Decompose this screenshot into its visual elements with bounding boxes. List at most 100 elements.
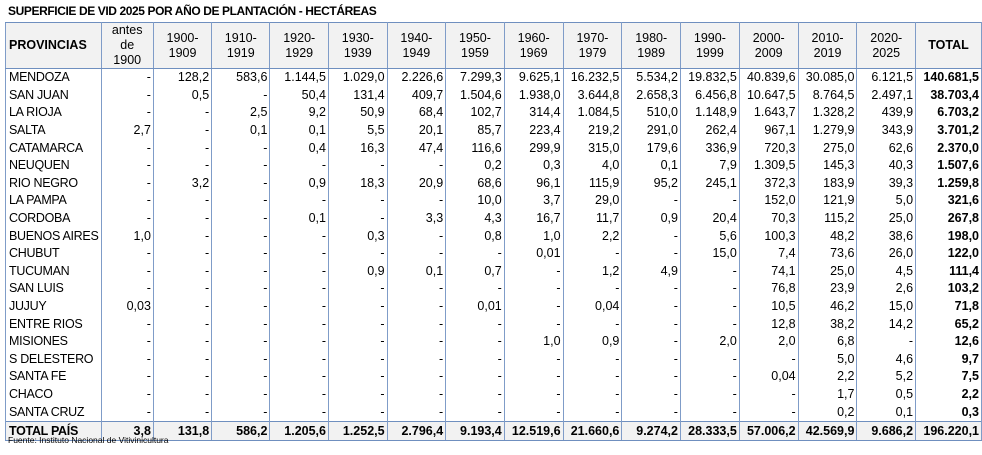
table-cell: - [503, 350, 564, 369]
table-cell: - [100, 332, 154, 351]
table-cell: 1.938,0 [503, 86, 564, 105]
total-cell: 9.274,2 [621, 420, 681, 441]
table-row: MENDOZA -128,2 583,6 1.144,5 1.029,0 2.226,6 7… [5, 68, 982, 87]
province-name: MENDOZA [5, 68, 102, 87]
table-cell: - [562, 350, 623, 369]
province-name: TUCUMAN [5, 262, 102, 281]
table-cell: - [211, 156, 271, 175]
table-cell: 3,3 [386, 209, 447, 228]
province-name: CHACO [5, 385, 102, 404]
table-cell: - [621, 368, 681, 386]
table-cell: - [100, 156, 154, 175]
column-header-provincias: PROVINCIAS [5, 22, 102, 69]
table-cell: 46,2 [797, 297, 858, 316]
table-row: BUENOS AIRES 1,0- - -0,3-0,8 1,0 2,2-5,6 100,3… [5, 227, 982, 245]
table-cell: - [211, 209, 271, 228]
total-cell: 9.193,4 [445, 420, 505, 441]
province-name: BUENOS AIRES [5, 227, 102, 245]
table-cell: 245,1 [679, 174, 740, 193]
table-row: CHACO - - - - - - - - - - - -1,7 0,5 2,2 [5, 385, 982, 404]
table-cell: 47,4 [386, 139, 447, 157]
column-header: 1990-1999 [679, 22, 740, 69]
table-cell: - [386, 350, 447, 369]
row-total: 65,2 [915, 315, 982, 333]
table-cell: 2,0 [738, 332, 799, 351]
row-total: 111,4 [915, 262, 982, 281]
table-cell: 315,0 [562, 139, 623, 157]
table-cell: - [211, 227, 271, 245]
table-cell: 5.534,2 [621, 68, 681, 87]
table-cell: 95,2 [621, 174, 681, 193]
row-total: 38.703,4 [915, 86, 982, 105]
table-cell: - [100, 244, 154, 263]
table-cell: 0,3 [503, 156, 564, 175]
table-cell: - [445, 280, 505, 298]
table-cell: - [328, 209, 388, 228]
table-cell: 96,1 [503, 174, 564, 193]
column-header: 1920-1929 [269, 22, 329, 69]
table-cell: - [152, 192, 213, 210]
table-cell: - [100, 174, 154, 193]
table-cell: - [679, 315, 740, 333]
table-cell: - [386, 244, 447, 263]
table-cell: 2,0 [679, 332, 740, 351]
table-cell: - [621, 350, 681, 369]
table-cell: 1,2 [562, 262, 623, 281]
table-cell: - [152, 350, 213, 369]
table-cell: - [679, 280, 740, 298]
column-header: 1940-1949 [386, 22, 447, 69]
table-cell: - [562, 244, 623, 263]
table-cell: - [152, 262, 213, 281]
column-header: 1980-1989 [621, 22, 681, 69]
table-cell: 583,6 [211, 68, 271, 87]
province-name: ENTRE RIOS [5, 315, 102, 333]
table-cell: - [152, 332, 213, 351]
table-cell: - [211, 368, 271, 386]
table-cell: 11,7 [562, 209, 623, 228]
table-cell: - [621, 244, 681, 263]
table-cell: 0,4 [269, 139, 329, 157]
column-header: 1970-1979 [562, 22, 623, 69]
table-row: RIO NEGRO -3,2-0,9 18,3 20,9 68,6 96,1 115,9 95… [5, 174, 982, 193]
table-cell: - [269, 332, 329, 351]
table-cell: - [503, 280, 564, 298]
province-name: SAN JUAN [5, 86, 102, 105]
table-cell: - [100, 368, 154, 386]
table-cell: 25,0 [797, 262, 858, 281]
table-cell: 0,9 [328, 262, 388, 281]
table-cell: 3.644,8 [562, 86, 623, 105]
table-cell: - [152, 368, 213, 386]
table-cell: - [621, 403, 681, 422]
table-cell: 314,4 [503, 104, 564, 122]
table-cell: - [152, 227, 213, 245]
table-cell: 9.625,1 [503, 68, 564, 87]
row-total: 321,6 [915, 192, 982, 210]
table-cell: - [269, 227, 329, 245]
table-cell: - [503, 385, 564, 404]
table-cell: 16,7 [503, 209, 564, 228]
table-row: S DELESTERO - - - - - - - - - - - -5,0 4,6 9,7 [5, 350, 982, 369]
table-cell: 2,5 [211, 104, 271, 122]
total-cell: 1.205,6 [269, 420, 329, 441]
row-total: 9,7 [915, 350, 982, 369]
province-name: CORDOBA [5, 209, 102, 228]
table-cell: - [562, 403, 623, 422]
table-cell: - [856, 332, 917, 351]
table-cell: 2,2 [562, 227, 623, 245]
table-cell: 1.029,0 [328, 68, 388, 87]
table-cell: 116,6 [445, 139, 505, 157]
total-cell: 1.252,5 [328, 420, 388, 441]
table-cell: - [621, 297, 681, 316]
table-cell: - [445, 368, 505, 386]
table-cell: - [100, 350, 154, 369]
table-cell: - [679, 403, 740, 422]
table-cell: 20,9 [386, 174, 447, 193]
table-cell: 4,5 [856, 262, 917, 281]
province-name: SALTA [5, 121, 102, 140]
table-cell: - [679, 368, 740, 386]
row-total: 198,0 [915, 227, 982, 245]
total-cell: 42.569,9 [797, 420, 858, 441]
table-cell: 62,6 [856, 139, 917, 157]
table-cell: 6.121,5 [856, 68, 917, 87]
table-cell: - [100, 104, 154, 122]
